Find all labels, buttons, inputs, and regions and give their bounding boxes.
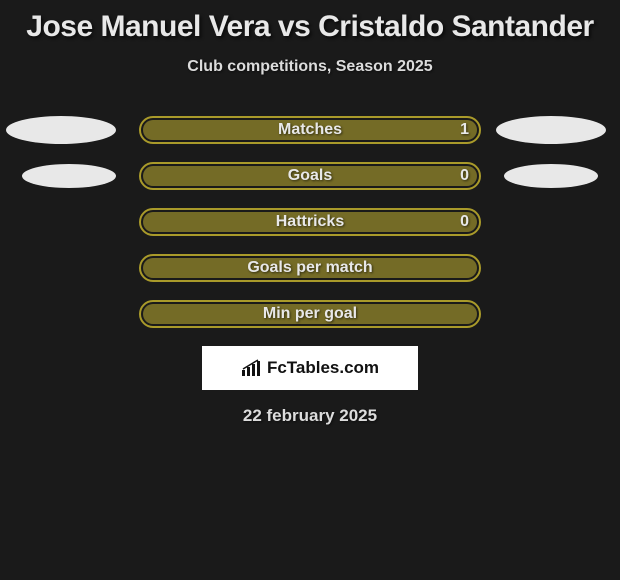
left-ellipse [6,116,116,144]
stat-label: Matches [278,121,342,139]
left-ellipse [22,164,116,188]
stat-bar: Min per goal [139,300,481,328]
stat-bar: Matches 1 [139,116,481,144]
right-ellipse [504,164,598,188]
logo-box: FcTables.com [202,346,418,390]
logo: FcTables.com [241,358,379,378]
stat-label: Min per goal [263,305,357,323]
stat-bar: Hattricks 0 [139,208,481,236]
stat-row: Min per goal [0,300,620,328]
stat-label: Goals [288,167,332,185]
date-label: 22 february 2025 [0,406,620,426]
logo-label: FcTables.com [267,358,379,378]
stat-row: Goals per match [0,254,620,282]
right-ellipse [496,116,606,144]
stat-value: 1 [460,121,469,139]
chart-icon [241,359,263,377]
subtitle: Club competitions, Season 2025 [0,58,620,76]
stat-row: Hattricks 0 [0,208,620,236]
page-title: Jose Manuel Vera vs Cristaldo Santander [0,0,620,44]
stat-bar: Goals per match [139,254,481,282]
stat-value: 0 [460,167,469,185]
stat-value: 0 [460,213,469,231]
stat-label: Hattricks [276,213,344,231]
stat-bar: Goals 0 [139,162,481,190]
stat-row: Matches 1 [0,116,620,144]
stat-label: Goals per match [247,259,372,277]
stats-rows: Matches 1 Goals 0 Hattricks 0 Goals per match M… [0,116,620,328]
stat-row: Goals 0 [0,162,620,190]
